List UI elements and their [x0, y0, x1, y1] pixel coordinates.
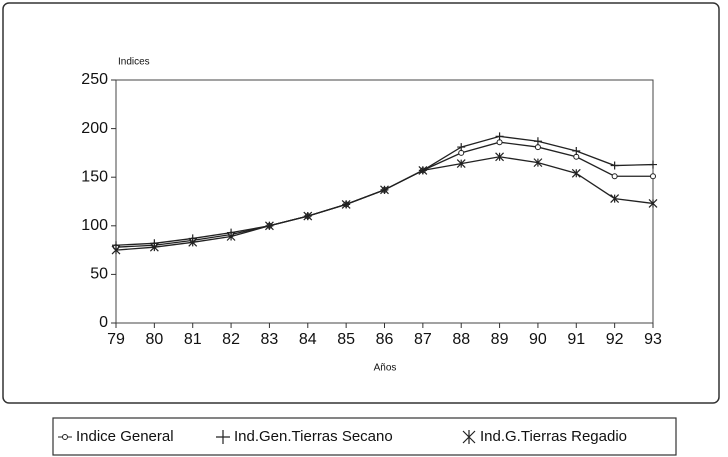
x-tick-label: 79	[107, 331, 125, 348]
marker	[495, 152, 504, 162]
marker	[648, 199, 658, 208]
marker	[418, 165, 428, 175]
x-tick-label: 92	[606, 331, 624, 348]
x-tick-label: 83	[261, 331, 279, 348]
plot-frame	[115, 79, 654, 324]
series-line	[115, 141, 653, 248]
x-tick-label: 88	[452, 331, 470, 348]
x-tick-label: 86	[376, 331, 394, 348]
marker	[149, 242, 159, 252]
marker	[610, 194, 620, 204]
y-tick-label: 0	[99, 314, 108, 331]
y-axis-label: Indices	[118, 57, 150, 68]
marker	[188, 237, 198, 247]
marker	[610, 161, 619, 170]
marker	[611, 173, 618, 180]
legend-item: Ind.Gen.Tierras Secano	[216, 428, 393, 445]
marker	[458, 149, 465, 156]
x-tick-label: 80	[145, 331, 163, 348]
legend-marker	[216, 430, 230, 444]
marker	[457, 143, 466, 152]
marker	[533, 137, 542, 146]
chart-frame	[2, 2, 720, 404]
marker	[111, 245, 121, 255]
marker	[265, 221, 274, 231]
marker	[573, 153, 580, 160]
marker	[649, 160, 657, 169]
x-tick-label: 89	[491, 331, 509, 348]
marker	[571, 168, 581, 178]
y-tick-label: 200	[81, 120, 108, 137]
x-tick-label: 87	[414, 331, 432, 348]
x-tick-label: 85	[337, 331, 355, 348]
y-tick-label: 150	[81, 168, 108, 185]
marker	[534, 144, 541, 151]
marker	[650, 173, 656, 180]
y-tick-label: 50	[90, 266, 108, 283]
x-tick-label: 90	[529, 331, 547, 348]
x-axis-label: Años	[374, 363, 397, 374]
x-tick-label: 82	[222, 331, 240, 348]
legend-marker	[62, 434, 68, 440]
marker	[303, 211, 313, 221]
marker	[533, 158, 543, 168]
legend-item: Indice General	[58, 428, 174, 445]
marker	[496, 139, 503, 146]
x-tick-label: 91	[567, 331, 585, 348]
marker	[456, 159, 466, 169]
marker	[572, 146, 581, 155]
legend-label: Ind.Gen.Tierras Secano	[234, 428, 393, 445]
marker	[226, 232, 236, 241]
marker	[341, 199, 351, 209]
x-tick-label: 84	[299, 331, 317, 348]
x-tick-label: 81	[184, 331, 202, 348]
legend-marker	[462, 430, 476, 444]
x-tick-label: 93	[644, 331, 662, 348]
legend-label: Indice General	[76, 428, 174, 445]
legend-frame	[52, 417, 677, 456]
legend-label: Ind.G.Tierras Regadio	[480, 428, 627, 445]
marker	[495, 132, 504, 141]
y-tick-label: 250	[81, 71, 108, 88]
series-line	[115, 156, 654, 251]
legend-item: Ind.G.Tierras Regadio	[462, 428, 627, 445]
y-tick-label: 100	[81, 217, 108, 234]
marker	[380, 185, 389, 195]
